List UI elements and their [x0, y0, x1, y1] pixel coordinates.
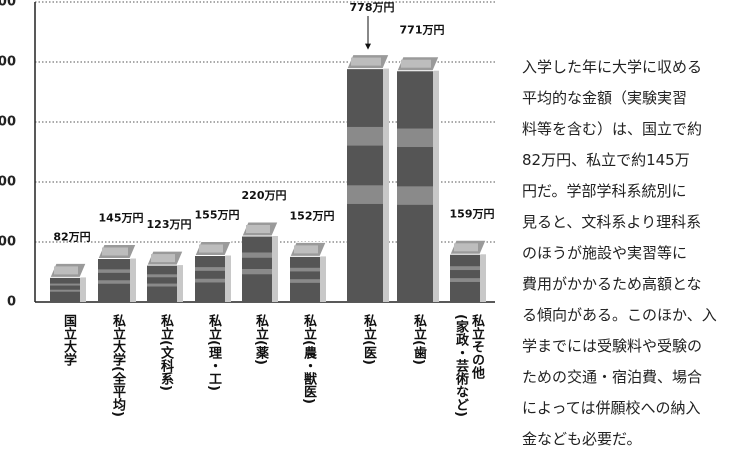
- banknote-top: [102, 247, 128, 256]
- value-label: 123万円: [147, 218, 192, 231]
- bar-side: [80, 277, 86, 302]
- bar-side: [480, 254, 486, 302]
- text-line: のほうが施設や実習等に: [522, 244, 688, 262]
- bar-side: [383, 68, 389, 302]
- bar: [347, 68, 383, 302]
- text-line: 見ると、文科系より理科系: [522, 213, 702, 231]
- bar-band: [147, 283, 177, 287]
- bar-side: [272, 236, 278, 302]
- value-label: 155万円: [195, 209, 240, 222]
- text-line: 費用がかかるため高額とな: [522, 275, 702, 293]
- description: 入学した年に大学に収める 平均的な金額（実験実習 料等を含む）は、国立で約 82万円、…: [522, 52, 745, 455]
- value-label: 220万円: [242, 189, 287, 202]
- text-line: る傾向がある。このほか、入: [522, 306, 717, 324]
- x-tick-label: 国立大学: [61, 314, 76, 366]
- banknote-top: [294, 245, 318, 254]
- bar-side: [130, 258, 136, 302]
- bar-band: [50, 283, 80, 286]
- text-line: ための交通・宿泊費、場合: [522, 368, 703, 386]
- bar-band: [242, 269, 272, 275]
- value-label: 771万円: [400, 24, 445, 37]
- text-line: 82万円、私立で約145万: [522, 151, 690, 169]
- y-tick-label: 1000: [0, 0, 16, 10]
- x-tick-label: 私立大学(全平均): [110, 314, 125, 417]
- text-line: 平均的な金額（実験実習: [522, 89, 688, 107]
- bar-band: [450, 266, 480, 271]
- y-tick-label: 0: [7, 295, 16, 310]
- bar-band: [347, 126, 383, 146]
- bar-band: [98, 269, 130, 273]
- bar-band: [147, 274, 177, 278]
- value-label: 145万円: [99, 212, 144, 225]
- text-line: 円だ。学部学科系統別に: [522, 182, 687, 200]
- y-tick-label: 400: [0, 175, 16, 190]
- bar-band: [290, 267, 320, 272]
- value-label: 82万円: [53, 230, 90, 243]
- x-tick-label: 私立(農・獣医): [301, 314, 316, 404]
- banknote-top: [454, 243, 478, 252]
- y-tick-label: 600: [0, 115, 16, 130]
- value-label: 152万円: [290, 209, 335, 222]
- bar-band: [195, 278, 225, 283]
- text-line: 金なども必要だ。: [522, 430, 642, 448]
- y-tick-label: 200: [0, 235, 16, 250]
- bar-band: [397, 128, 433, 148]
- banknote-top: [246, 225, 270, 233]
- bar-band: [50, 289, 80, 292]
- bar-band: [195, 267, 225, 271]
- text-line: 入学した年に大学に収める: [522, 58, 703, 76]
- x-tick-label: 私立(薬): [253, 314, 268, 365]
- x-tick-label: 私立(歯): [411, 314, 426, 365]
- bar-band: [242, 252, 272, 258]
- bar-side: [225, 255, 231, 302]
- banknote-top: [199, 244, 223, 253]
- text-line: によっては併願校への納入: [522, 399, 701, 417]
- bar-side: [177, 265, 183, 302]
- bar-band: [290, 279, 320, 283]
- text-line: 料等を含む）は、国立で約: [522, 120, 703, 138]
- text-line: 学までには受験料や受験の: [522, 337, 703, 355]
- arrow-head: [365, 43, 371, 50]
- x-tick-label: 私立(文科系): [158, 314, 173, 391]
- banknote-top: [151, 254, 175, 263]
- value-label: 159万円: [450, 207, 495, 220]
- bar-side: [320, 256, 326, 302]
- x-tick-label: 私立その他 (家政・芸術など): [453, 314, 484, 417]
- banknote-top: [54, 266, 78, 275]
- bar-band: [450, 278, 480, 282]
- x-tick-label: 私立(理・工): [206, 314, 221, 391]
- bar-band: [397, 186, 433, 205]
- bar-band: [347, 185, 383, 204]
- banknote-top: [351, 57, 381, 66]
- bar-side: [433, 70, 439, 302]
- y-tick-label: 800: [0, 55, 16, 70]
- banknote-top: [401, 59, 431, 68]
- value-label: 778万円: [350, 1, 395, 14]
- bar-band: [98, 280, 130, 284]
- x-tick-label: 私立(医): [361, 314, 376, 365]
